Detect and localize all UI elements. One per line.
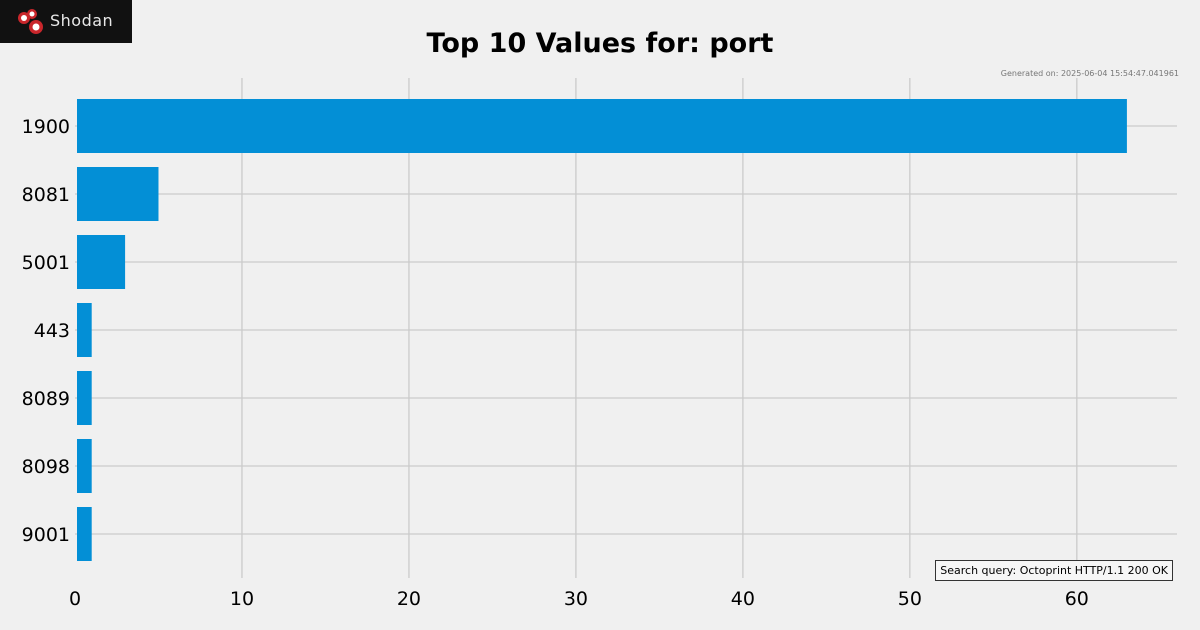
search-query-label: Search query: Octoprint HTTP/1.1 200 OK — [935, 560, 1173, 581]
bar — [77, 235, 126, 289]
bar — [77, 371, 92, 425]
x-tick-label: 40 — [731, 588, 755, 610]
x-tick-label: 60 — [1065, 588, 1089, 610]
y-tick-label: 8081 — [22, 184, 70, 206]
x-tick-label: 50 — [898, 588, 922, 610]
chart-title: Top 10 Values for: port — [426, 28, 774, 59]
x-tick-label: 30 — [564, 588, 588, 610]
bar — [77, 303, 92, 357]
shodan-logo-text: Shodan — [50, 11, 114, 30]
shodan-logo-icon — [18, 9, 43, 34]
bar — [77, 507, 92, 561]
y-tick-label: 1900 — [22, 116, 70, 138]
x-tick-label: 0 — [69, 588, 81, 610]
generated-timestamp: Generated on: 2025-06-04 15:54:47.041961 — [1000, 69, 1179, 78]
bar — [77, 439, 92, 493]
y-tick-label: 443 — [34, 320, 70, 342]
y-tick-label: 8098 — [22, 456, 70, 478]
x-tick-label: 20 — [397, 588, 421, 610]
y-tick-label: 8089 — [22, 388, 70, 410]
bar — [77, 167, 159, 221]
shodan-logo: Shodan — [0, 0, 132, 43]
bar — [77, 99, 1127, 153]
y-tick-label: 9001 — [22, 524, 70, 546]
x-tick-label: 10 — [230, 588, 254, 610]
y-tick-label: 5001 — [22, 252, 70, 274]
